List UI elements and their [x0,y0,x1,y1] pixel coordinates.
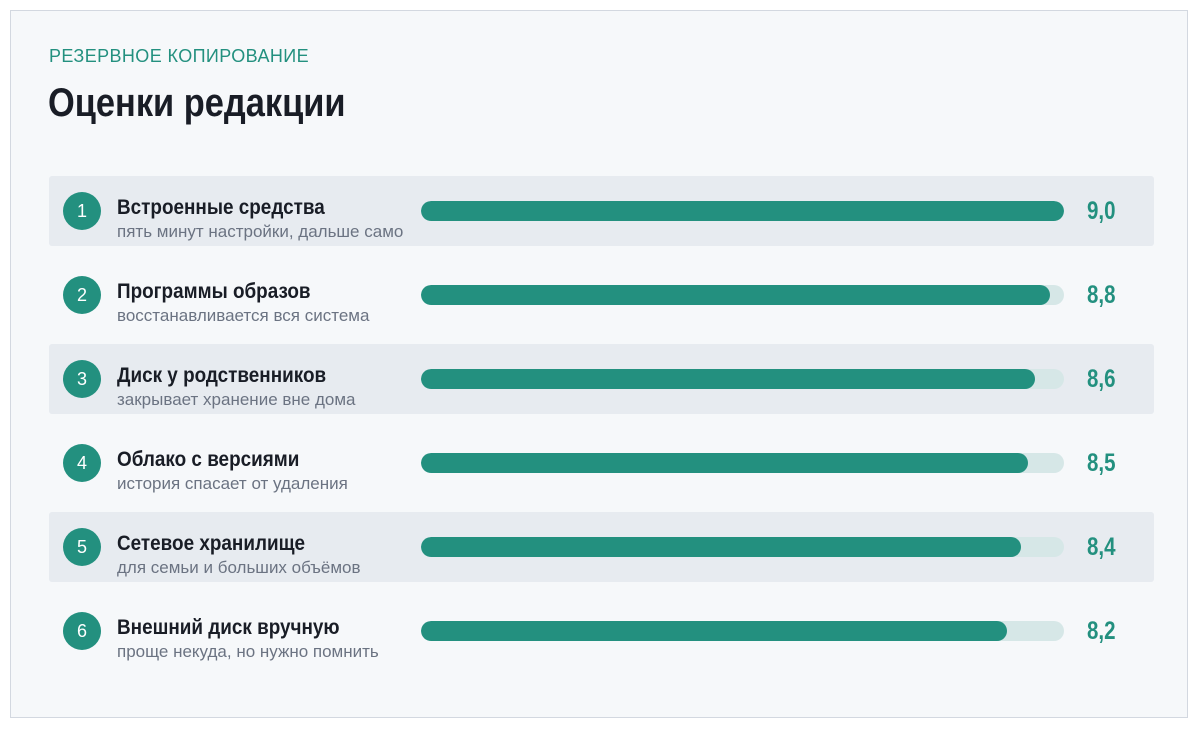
item-label: Программы образов [117,280,311,303]
item-label: Внешний диск вручную [117,616,340,639]
score-label: 8,4 [1087,533,1116,561]
bar-fill [421,285,1050,305]
item-note: история спасает от удаления [117,474,348,493]
rank-badge: 2 [63,276,101,314]
item-label: Диск у родственников [117,364,327,387]
item-note: пять минут настройки, дальше само [117,222,404,241]
item-note: восстанавливается вся система [117,306,370,325]
ratings-card: РЕЗЕРВНОЕ КОПИРОВАНИЕ Оценки редакции 1 … [10,10,1188,718]
bar-track [421,453,1064,473]
score-label: 8,6 [1087,365,1116,393]
item-label: Облако с версиями [117,448,300,471]
bar-fill [421,621,1007,641]
item-note: для семьи и больших объёмов [117,558,361,577]
item-label: Встроенные средства [117,196,325,219]
rating-row: 3 Диск у родственников закрывает хранени… [49,344,1154,414]
bar-track [421,369,1064,389]
bar-track [421,201,1064,221]
score-label: 8,2 [1087,617,1116,645]
score-label: 9,0 [1087,197,1116,225]
rank-badge: 5 [63,528,101,566]
bar-fill [421,537,1022,557]
rating-row: 2 Программы образов восстанавливается вс… [49,260,1154,330]
bar-track [421,621,1064,641]
score-label: 8,8 [1087,281,1116,309]
rating-row: 4 Облако с версиями история спасает от у… [49,428,1154,498]
item-note: закрывает хранение вне дома [117,390,356,409]
bar-fill [421,453,1029,473]
rank-badge: 3 [63,360,101,398]
score-label: 8,5 [1087,449,1116,477]
rank-badge: 4 [63,444,101,482]
bar-fill [421,369,1036,389]
rating-row: 1 Встроенные средства пять минут настрой… [49,176,1154,246]
rank-badge: 6 [63,612,101,650]
rating-row: 5 Сетевое хранилище для семьи и больших … [49,512,1154,582]
bar-track [421,537,1064,557]
category-eyebrow: РЕЗЕРВНОЕ КОПИРОВАНИЕ [49,46,310,66]
bar-track [421,285,1064,305]
item-label: Сетевое хранилище [117,532,306,555]
rating-row: 6 Внешний диск вручную проще некуда, но … [49,596,1154,666]
ratings-chart: 1 Встроенные средства пять минут настрой… [49,176,1154,680]
item-note: проще некуда, но нужно помнить [117,642,379,661]
bar-fill [421,201,1064,221]
rank-badge: 1 [63,192,101,230]
page-title: Оценки редакции [48,81,346,125]
